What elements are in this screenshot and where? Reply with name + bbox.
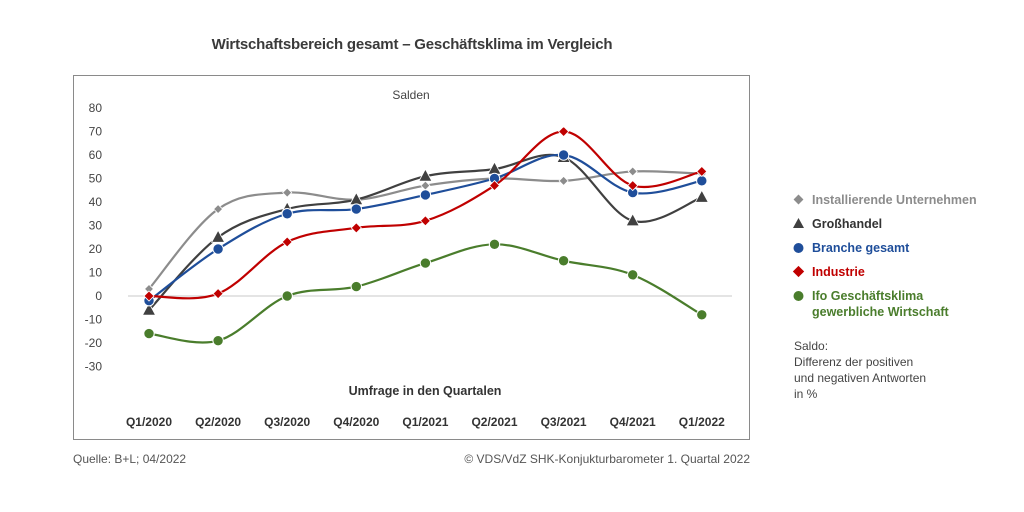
legend-item-industrie: Industrie	[792, 264, 977, 288]
data-point-circle	[212, 334, 224, 347]
x-tick-label: Q2/2020	[195, 415, 241, 429]
series-line	[148, 130, 703, 300]
data-point-diamond	[488, 179, 501, 192]
data-point-circle	[350, 280, 362, 293]
data-point-circle	[419, 189, 432, 201]
y-tick-label: -10	[85, 313, 103, 327]
data-point-circle	[696, 175, 708, 187]
note-line: Saldo:	[794, 339, 829, 353]
y-tick-label: 60	[89, 148, 103, 162]
data-point-diamond	[419, 215, 431, 227]
x-tick-label: Q1/2020	[126, 415, 172, 429]
x-tick-label: Q2/2021	[471, 415, 517, 429]
data-point-circle	[488, 238, 501, 251]
x-tick-label: Q1/2021	[402, 415, 448, 429]
x-tick-label: Q3/2021	[541, 415, 587, 429]
data-point-circle	[696, 309, 708, 321]
plot-frame	[73, 75, 750, 440]
data-point-diamond	[212, 288, 224, 300]
data-point-circle	[212, 243, 224, 255]
x-tick-label: Q4/2021	[610, 415, 656, 429]
data-point-circle	[281, 208, 293, 220]
circle-icon	[792, 240, 812, 256]
legend-label: Branche gesamt	[812, 241, 910, 255]
data-point-triangle	[418, 168, 433, 182]
data-point-diamond	[282, 187, 293, 198]
copyright-text: © VDS/VdZ SHK-Konjukturbarometer 1. Quar…	[464, 452, 750, 466]
data-point-diamond	[696, 165, 708, 178]
data-point-diamond	[143, 290, 155, 302]
legend-label: Großhandel	[812, 217, 883, 231]
legend-item-installierende: Installierende Unternehmen	[792, 192, 977, 216]
data-point-diamond	[420, 180, 431, 191]
source-text: Quelle: B+L; 04/2022	[73, 452, 187, 466]
y-tick-label: 80	[89, 101, 103, 115]
data-point-circle	[350, 203, 362, 215]
y-tick-label: -30	[85, 360, 103, 374]
y-tick-label: 70	[89, 125, 103, 139]
x-axis-label: Umfrage in den Quartalen	[349, 384, 502, 398]
x-tick-label: Q4/2020	[333, 415, 379, 429]
legend-label-multiline: Ifo Geschäftsklima gewerbliche Wirtschaf…	[812, 288, 949, 320]
y-tick-label: 50	[89, 172, 103, 186]
legend: Installierende Unternehmen Großhandel Br…	[792, 192, 977, 324]
triangle-icon	[792, 216, 812, 232]
data-point-diamond	[627, 166, 638, 177]
y-tick-label: -20	[85, 336, 103, 350]
data-point-circle	[627, 269, 639, 281]
note-line: in %	[794, 387, 818, 401]
data-point-diamond	[627, 179, 639, 192]
note-line: Differenz der positiven	[794, 355, 914, 369]
diamond-icon	[792, 264, 812, 280]
y-tick-label: 10	[89, 266, 103, 280]
data-point-circle	[143, 327, 155, 340]
legend-item-ifo: Ifo Geschäftsklima gewerbliche Wirtschaf…	[792, 288, 977, 324]
circle-icon	[792, 288, 812, 304]
y-axis-ticks: 80 70 60 50 40 30 20 10 0 -10 -20 -30	[85, 101, 103, 374]
data-point-triangle	[210, 229, 226, 243]
legend-label: Industrie	[812, 265, 865, 279]
data-point-diamond	[281, 236, 293, 248]
series-branche-gesamt	[143, 149, 708, 307]
chart-subtitle: Salden	[392, 88, 429, 102]
series-group	[141, 125, 709, 347]
series-ifo-gesch-ftsklima-gewerbliche-wirtschaft	[143, 238, 708, 347]
data-point-triangle	[694, 189, 709, 203]
data-point-diamond	[350, 222, 362, 234]
data-point-triangle	[625, 212, 640, 227]
x-axis-ticks: Q1/2020 Q2/2020 Q3/2020 Q4/2020 Q1/2021 Q2/20…	[126, 415, 725, 429]
legend-item-branche: Branche gesamt	[792, 240, 977, 264]
data-point-circle	[419, 257, 432, 269]
chart-title: Wirtschaftsbereich gesamt – Geschäftskli…	[211, 36, 613, 53]
saldo-note: Saldo: Differenz der positiven und negat…	[794, 338, 926, 402]
note-line: und negativen Antworten	[794, 371, 927, 385]
y-tick-label: 40	[89, 195, 103, 209]
data-point-diamond	[558, 175, 569, 186]
legend-label-line1: Ifo Geschäftsklima	[812, 289, 924, 303]
legend-item-grosshandel: Großhandel	[792, 216, 977, 240]
data-point-circle	[557, 149, 570, 161]
data-point-circle	[281, 290, 293, 302]
data-point-diamond	[213, 203, 224, 215]
y-tick-label: 30	[89, 219, 103, 233]
y-tick-label: 20	[89, 242, 103, 256]
series-gro-handel	[141, 149, 709, 316]
legend-label: Installierende Unternehmen	[812, 193, 977, 207]
data-point-triangle	[141, 302, 157, 316]
legend-label-line2: gewerbliche Wirtschaft	[812, 305, 949, 319]
y-tick-label: 0	[95, 289, 102, 303]
data-point-circle	[557, 255, 570, 267]
series-industrie	[143, 125, 708, 302]
x-tick-label: Q1/2022	[679, 415, 725, 429]
data-point-diamond	[558, 125, 570, 138]
x-tick-label: Q3/2020	[264, 415, 310, 429]
diamond-icon	[792, 192, 812, 208]
